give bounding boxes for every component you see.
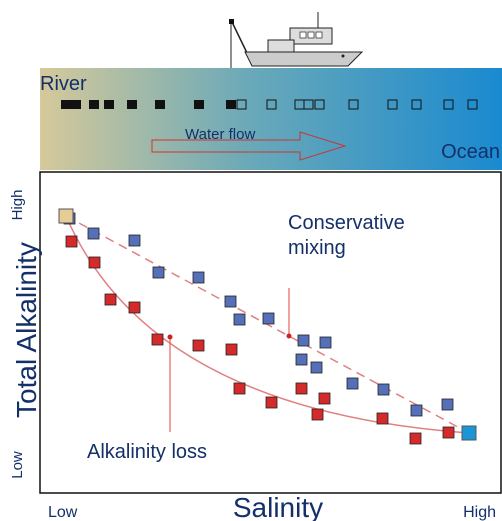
mixing-label: mixing xyxy=(288,237,346,259)
diagram: River Ocean Water flow High Total Alkali… xyxy=(0,0,502,521)
water-band xyxy=(40,68,502,170)
ocean-endmember xyxy=(462,426,476,440)
loss-label: Alkalinity loss xyxy=(87,441,207,463)
river-endmember xyxy=(59,209,73,223)
flow-label: Water flow xyxy=(185,126,255,143)
conservative-label: Conservative xyxy=(288,212,405,234)
river-label: River xyxy=(40,73,87,95)
mixing-dot xyxy=(287,334,292,339)
x-low: Low xyxy=(48,504,78,521)
x-high: High xyxy=(463,504,496,521)
y-high: High xyxy=(9,190,26,221)
loss-dot xyxy=(168,335,173,340)
y-low: Low xyxy=(9,451,26,479)
y-title: Total Alkalinity xyxy=(11,242,42,418)
x-title: Salinity xyxy=(233,492,323,521)
ocean-label: Ocean xyxy=(441,141,500,163)
